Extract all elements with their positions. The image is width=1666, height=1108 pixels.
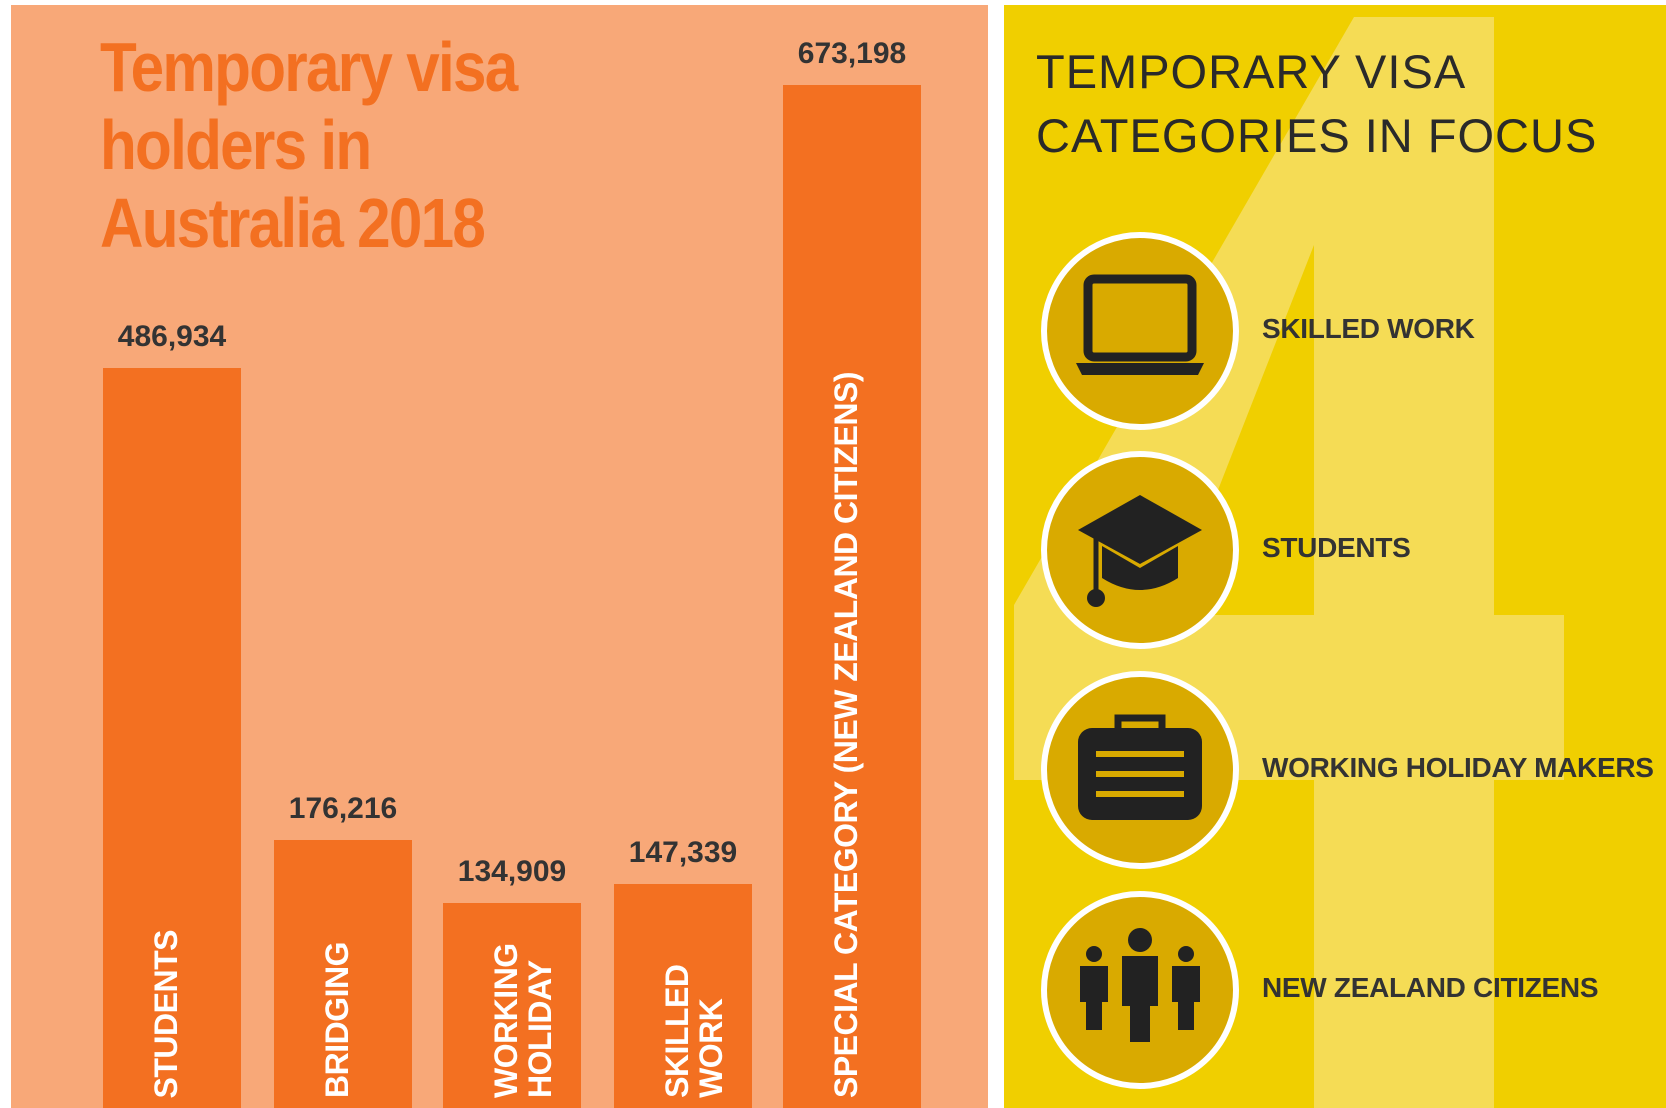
bar: BRIDGING: [274, 840, 412, 1108]
value-label: 673,198: [797, 37, 907, 70]
focus-item: STUDENTS: [1262, 532, 1411, 563]
chart-title: Temporary visa holders in Australia 2018: [100, 28, 518, 262]
category-label: SKILLED WORK: [659, 964, 729, 1098]
icon-briefcase: [1041, 671, 1239, 869]
bar: STUDENTS: [103, 368, 241, 1108]
focus-panel: [1004, 5, 1666, 1108]
value-label: 486,934: [117, 320, 227, 354]
bar: SPECIAL CATEGORY (NEW ZEALAND CITIZENS): [783, 85, 921, 1108]
category-label: WORKING HOLIDAY: [488, 943, 558, 1098]
focus-graphics: [1014, 17, 1564, 1108]
focus-item: WORKING HOLIDAY MAKERS: [1262, 752, 1654, 783]
value-label: 134,909: [457, 854, 567, 888]
focus-title: TEMPORARY VISA CATEGORIES IN FOCUS: [1036, 45, 1598, 162]
bar: WORKING HOLIDAY: [443, 902, 581, 1108]
category-label: STUDENTS: [148, 929, 184, 1098]
icon-people: [1041, 891, 1239, 1089]
icon-laptop: [1041, 232, 1239, 430]
category-label: BRIDGING: [319, 941, 355, 1098]
icon-graduation: [1041, 451, 1239, 649]
focus-item: NEW ZEALAND CITIZENS: [1262, 972, 1599, 1003]
bar: SKILLED WORK: [614, 884, 752, 1108]
focus-item: SKILLED WORK: [1262, 313, 1475, 344]
value-label: 176,216: [288, 792, 398, 826]
value-label: 147,339: [628, 836, 738, 870]
category-label: SPECIAL CATEGORY (NEW ZEALAND CITIZENS): [828, 372, 864, 1098]
